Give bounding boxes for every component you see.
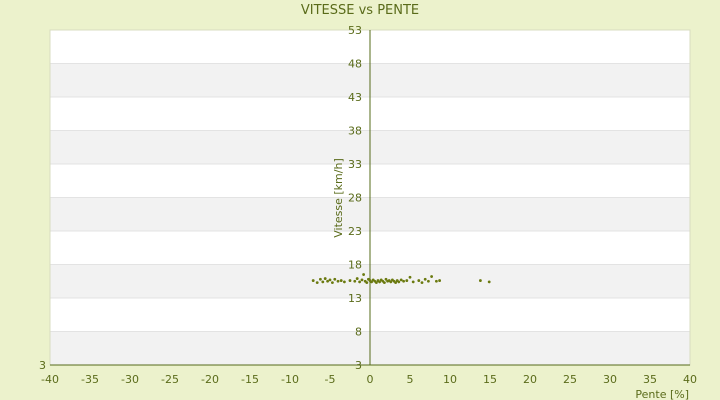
data-point xyxy=(370,280,373,284)
x-tick-label: 35 xyxy=(643,373,657,386)
data-point xyxy=(427,279,430,283)
x-tick-label: -40 xyxy=(41,373,59,386)
x-tick-label: -10 xyxy=(281,373,299,386)
y-tick-label: 38 xyxy=(348,125,362,138)
x-axis-label: Pente [%] xyxy=(635,388,689,400)
data-point xyxy=(333,277,337,281)
axes xyxy=(50,30,690,366)
data-point xyxy=(311,279,315,282)
y-tick-label: 53 xyxy=(348,24,362,37)
x-tick-label: 20 xyxy=(523,373,537,386)
data-point xyxy=(420,281,424,284)
data-point xyxy=(315,281,319,284)
data-point xyxy=(389,280,393,284)
x-tick-label: 0 xyxy=(367,373,374,386)
x-tick-label: -5 xyxy=(325,373,336,386)
x-tick-label: 40 xyxy=(683,373,697,386)
x-tick-labels: -40 -35 -30 -25 -20 -15 -10 -5 0 5 10 15 20 25 30 35 40 xyxy=(41,373,697,386)
data-point xyxy=(411,280,415,284)
data-point xyxy=(326,279,329,283)
data-point xyxy=(339,279,343,282)
data-point xyxy=(438,279,441,282)
data-point xyxy=(323,277,327,280)
data-point xyxy=(358,280,361,284)
x-tick-label: 10 xyxy=(443,373,457,386)
x-tick-label: 30 xyxy=(603,373,617,386)
y-tick-label: 18 xyxy=(348,259,362,272)
y-tick-label: 3 xyxy=(355,359,362,372)
data-point xyxy=(435,279,438,283)
data-point xyxy=(430,275,433,278)
data-point xyxy=(399,278,403,282)
data-point xyxy=(405,279,409,282)
y-tick-label-left: 3 xyxy=(39,359,46,372)
data-point xyxy=(355,277,359,280)
data-point xyxy=(360,278,364,282)
y-tick-label: 48 xyxy=(348,58,362,71)
data-point xyxy=(408,275,412,279)
x-tick-label: 25 xyxy=(563,373,577,386)
x-tick-label: -35 xyxy=(81,373,99,386)
data-point xyxy=(378,280,381,284)
data-point xyxy=(321,280,325,284)
data-point xyxy=(328,278,332,282)
data-point xyxy=(348,279,352,282)
data-point xyxy=(365,281,369,284)
y-axis-label: Vitesse [km/h] xyxy=(332,158,345,238)
data-point xyxy=(402,279,405,283)
data-point xyxy=(383,281,386,284)
x-tick-label: 5 xyxy=(407,373,414,386)
x-tick-label: -15 xyxy=(241,373,259,386)
x-tick-label: -20 xyxy=(201,373,219,386)
data-point xyxy=(423,277,427,281)
data-point xyxy=(479,279,482,282)
data-point xyxy=(375,281,378,284)
y-tick-label: 13 xyxy=(348,292,362,305)
data-point xyxy=(336,279,340,283)
y-tick-label: 23 xyxy=(348,225,362,238)
x-tick-label: 15 xyxy=(483,373,497,386)
y-tick-label: 8 xyxy=(355,326,362,339)
y-tick-label: 33 xyxy=(348,158,362,171)
data-point xyxy=(343,280,346,284)
data-point xyxy=(362,273,365,276)
data-points xyxy=(311,273,491,284)
data-point xyxy=(331,281,334,284)
y-tick-label: 43 xyxy=(348,91,362,104)
data-point xyxy=(487,280,491,284)
x-tick-label: -30 xyxy=(121,373,139,386)
x-tick-label: -25 xyxy=(161,373,179,386)
data-point xyxy=(397,280,401,284)
data-point xyxy=(319,277,322,281)
data-point xyxy=(394,281,397,284)
data-point xyxy=(417,279,421,282)
data-point xyxy=(353,279,357,283)
data-point xyxy=(384,277,388,281)
y-tick-label: 28 xyxy=(348,192,362,205)
chart-title: VITESSE vs PENTE xyxy=(301,3,419,18)
